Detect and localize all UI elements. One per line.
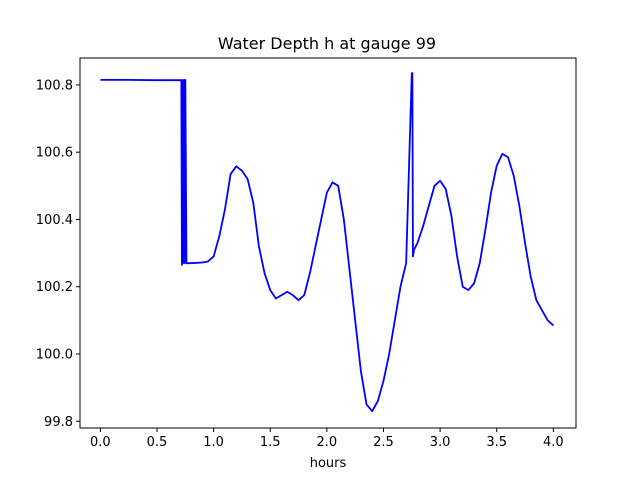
y-axis: 99.8 100.0 100.2 100.4 100.6 100.8 [36, 78, 80, 430]
x-tick-label: 4.0 [543, 435, 564, 450]
y-tick-label: 100.6 [36, 146, 73, 161]
series-line-water-depth [100, 72, 554, 413]
x-axis: 0.0 0.5 1.0 1.5 2.0 2.5 3.0 3.5 4.0 [90, 428, 564, 450]
chart-title: Water Depth h at gauge 99 [218, 34, 436, 53]
y-tick-label: 100.4 [36, 213, 73, 228]
y-tick-label: 100.2 [36, 280, 73, 295]
y-tick-label: 100.8 [36, 78, 73, 93]
y-tick-label: 100.0 [36, 348, 73, 363]
y-tick-label: 99.8 [44, 415, 73, 430]
x-tick-label: 2.0 [317, 435, 338, 450]
plot-area [100, 72, 554, 413]
x-tick-label: 3.5 [486, 435, 507, 450]
x-tick-label: 1.5 [260, 435, 281, 450]
x-tick-label: 0.0 [90, 435, 111, 450]
x-tick-label: 2.5 [373, 435, 394, 450]
x-axis-label: hours [310, 456, 347, 471]
x-tick-label: 3.0 [430, 435, 451, 450]
x-tick-label: 0.5 [147, 435, 168, 450]
x-tick-label: 1.0 [203, 435, 224, 450]
plot-frame [79, 57, 577, 429]
